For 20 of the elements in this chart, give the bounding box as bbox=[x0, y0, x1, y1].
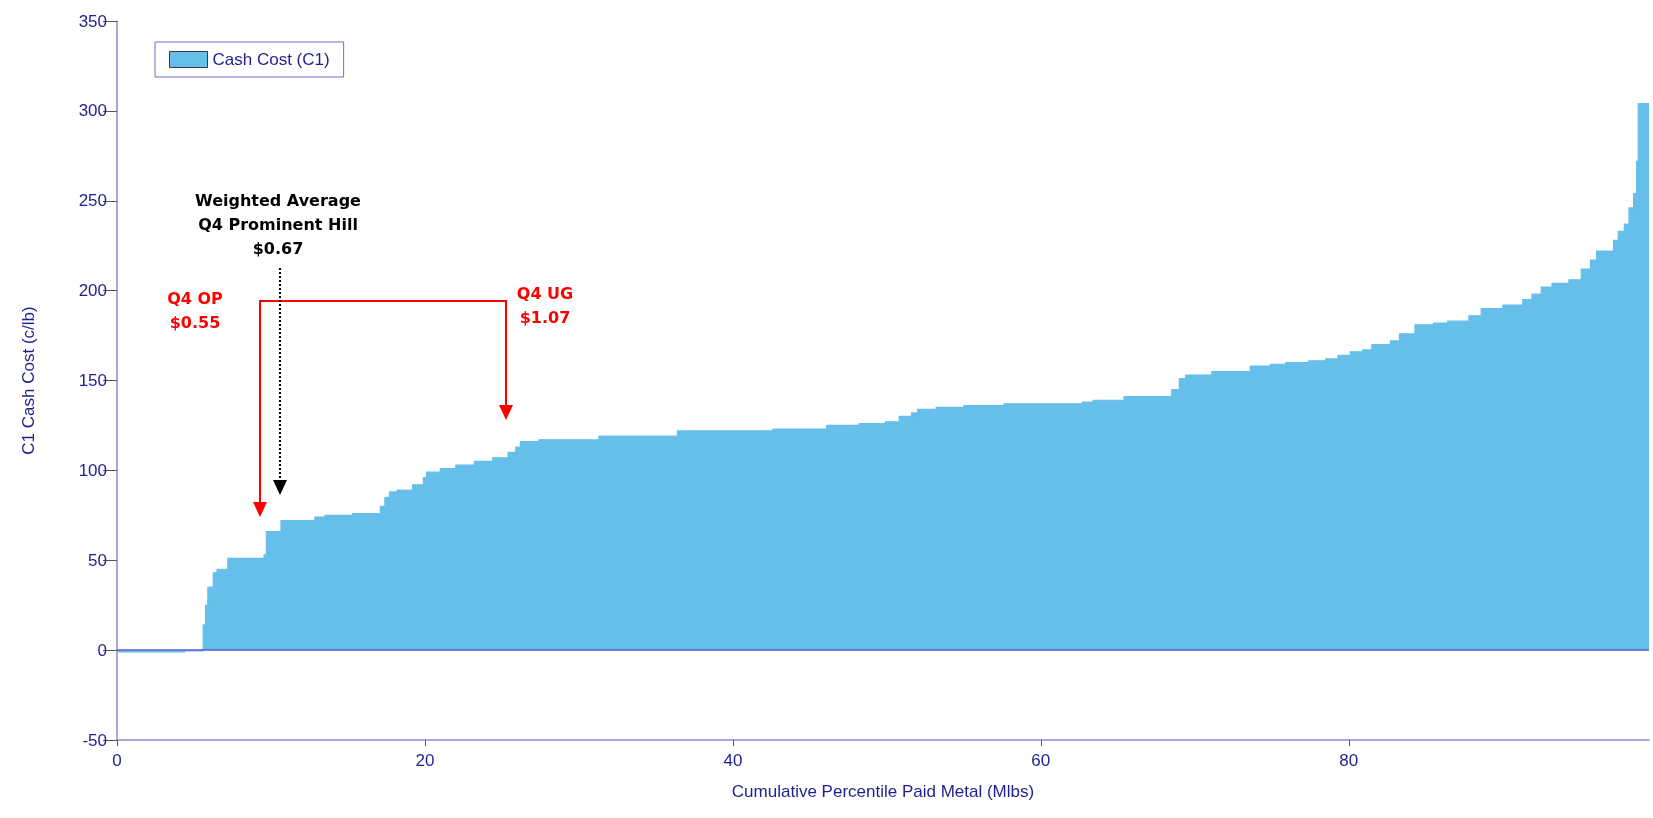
y-tick-label: 250 bbox=[78, 191, 107, 211]
y-tick-label: 100 bbox=[78, 460, 107, 480]
y-tick-label: 150 bbox=[78, 371, 107, 390]
annotation: Q4 OP $0.55 bbox=[167, 288, 224, 332]
annotation: Weighted Average Q4 Prominent Hill $0.67 bbox=[195, 190, 362, 258]
y-tick-label: 300 bbox=[78, 101, 107, 121]
y-tick-label: -50 bbox=[82, 730, 107, 750]
x-tick-label: 0 bbox=[112, 751, 122, 770]
x-tick-label: 60 bbox=[1031, 751, 1051, 770]
x-tick-label: 40 bbox=[723, 751, 743, 770]
y-tick-label: 50 bbox=[88, 550, 107, 570]
y-axis-title: C1 Cash Cost (c/lb) bbox=[19, 306, 38, 455]
y-tick-label: 350 bbox=[78, 11, 107, 31]
legend-label: Cash Cost (C1) bbox=[212, 50, 330, 69]
y-tick-label: 0 bbox=[97, 640, 107, 660]
x-tick-label: 20 bbox=[415, 751, 435, 770]
y-tick-label: 200 bbox=[78, 281, 107, 301]
annotation: Q4 UG $1.07 bbox=[516, 283, 574, 327]
x-tick-label: 80 bbox=[1339, 751, 1359, 770]
x-axis-title: Cumulative Percentile Paid Metal (Mlbs) bbox=[731, 782, 1035, 801]
